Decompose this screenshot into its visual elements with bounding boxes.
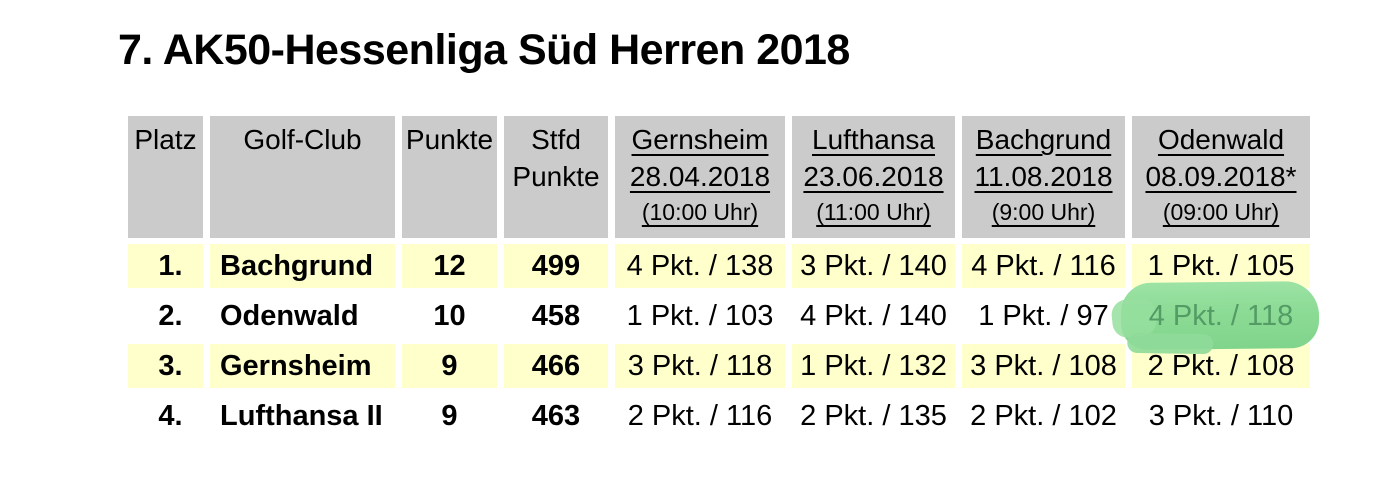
tournament-name-link[interactable]: Bachgrund	[975, 124, 1112, 155]
result-value: 1 Pkt. / 132	[800, 349, 947, 382]
column-header-label: Platz	[134, 124, 197, 155]
tournament-name-link[interactable]: Gernsheim	[631, 124, 769, 155]
punkte-cell: 10	[402, 294, 497, 338]
result-cell: 3 Pkt. / 110	[1132, 394, 1310, 438]
club-cell: Gernsheim	[210, 344, 395, 388]
club-cell: Lufthansa II	[210, 394, 395, 438]
result-value: 3 Pkt. / 108	[970, 349, 1117, 382]
table-row: 4. Lufthansa II 9 463 2 Pkt. / 116 2 Pkt…	[128, 394, 1310, 438]
result-value: 2 Pkt. / 116	[627, 399, 773, 432]
tournament-date-link[interactable]: 23.06.2018	[803, 161, 944, 192]
club-name: Odenwald	[220, 299, 359, 332]
highlighted-result-value: 4 Pkt. / 118	[1148, 299, 1294, 332]
column-header-label: Stfd	[531, 124, 581, 155]
column-header-tournament-bachgrund: Bachgrund 11.08.2018 (9:00 Uhr)	[962, 116, 1125, 238]
column-header-tournament-gernsheim: Gernsheim 28.04.2018 (10:00 Uhr)	[615, 116, 785, 238]
platz-value: 2.	[158, 299, 183, 332]
club-cell: Odenwald	[210, 294, 395, 338]
club-cell: Bachgrund	[210, 244, 395, 288]
result-cell: 1 Pkt. / 103	[615, 294, 785, 338]
platz-value: 1.	[158, 249, 183, 282]
column-header-platz: Platz	[128, 116, 203, 238]
club-name: Bachgrund	[220, 249, 374, 282]
stfd-punkte-cell: 458	[504, 294, 608, 338]
tournament-time-link[interactable]: (9:00 Uhr)	[991, 199, 1096, 225]
result-cell-highlighted: 4 Pkt. / 118	[1132, 294, 1310, 338]
tournament-name-link[interactable]: Odenwald	[1157, 124, 1285, 155]
result-value: 4 Pkt. / 116	[971, 249, 1116, 282]
tournament-time-link[interactable]: (11:00 Uhr)	[816, 199, 931, 225]
stfd-punkte-cell: 463	[504, 394, 608, 438]
result-value: 4 Pkt. / 140	[800, 299, 947, 332]
stfd-punkte-value: 458	[531, 299, 581, 332]
tournament-name-link[interactable]: Lufthansa	[812, 124, 935, 155]
result-value: 2 Pkt. / 108	[1147, 349, 1295, 382]
punkte-value: 9	[441, 399, 458, 432]
column-header-tournament-odenwald: Odenwald 08.09.2018* (09:00 Uhr)	[1132, 116, 1310, 238]
result-value: 1 Pkt. / 103	[626, 299, 774, 332]
platz-value: 3.	[158, 349, 183, 382]
result-cell: 3 Pkt. / 108	[962, 344, 1125, 388]
stfd-punkte-cell: 466	[504, 344, 608, 388]
table-row: 1. Bachgrund 12 499 4 Pkt. / 138 3 Pkt. …	[128, 244, 1310, 288]
table-header-row: Platz Golf-Club Punkte Stfd Punkte Gerns…	[128, 116, 1310, 238]
tournament-date-link[interactable]: 11.08.2018	[974, 161, 1113, 192]
result-value: 2 Pkt. / 135	[800, 399, 947, 432]
result-cell: 3 Pkt. / 118	[615, 344, 785, 388]
punkte-cell: 9	[402, 344, 497, 388]
stfd-punkte-value: 466	[531, 349, 581, 382]
result-cell: 4 Pkt. / 116	[962, 244, 1125, 288]
punkte-value: 9	[441, 349, 458, 382]
punkte-cell: 9	[402, 394, 497, 438]
punkte-cell: 12	[402, 244, 497, 288]
league-standings-table: Platz Golf-Club Punkte Stfd Punkte Gerns…	[121, 110, 1317, 444]
result-cell: 2 Pkt. / 116	[615, 394, 785, 438]
platz-cell: 1.	[128, 244, 203, 288]
platz-cell: 4.	[128, 394, 203, 438]
table-row: 2. Odenwald 10 458 1 Pkt. / 103 4 Pkt. /…	[128, 294, 1310, 338]
platz-cell: 3.	[128, 344, 203, 388]
result-value: 4 Pkt. / 138	[626, 249, 774, 282]
result-cell: 4 Pkt. / 138	[615, 244, 785, 288]
result-cell: 2 Pkt. / 102	[962, 394, 1125, 438]
result-cell: 4 Pkt. / 140	[792, 294, 955, 338]
column-header-label: Punkte	[405, 124, 494, 155]
result-cell: 3 Pkt. / 140	[792, 244, 955, 288]
result-value: 3 Pkt. / 140	[800, 249, 947, 282]
club-name: Gernsheim	[220, 349, 372, 382]
result-cell: 1 Pkt. / 132	[792, 344, 955, 388]
result-cell: 1 Pkt. / 105	[1132, 244, 1310, 288]
result-value: 1 Pkt. / 97	[978, 299, 1109, 332]
column-header-label: Golf-Club	[243, 124, 362, 155]
result-cell: 1 Pkt. / 97	[962, 294, 1125, 338]
tournament-time-link[interactable]: (09:00 Uhr)	[1162, 199, 1280, 225]
stfd-punkte-cell: 499	[504, 244, 608, 288]
stfd-punkte-value: 499	[531, 249, 581, 282]
platz-cell: 2.	[128, 294, 203, 338]
result-value: 2 Pkt. / 102	[970, 399, 1117, 432]
column-header-stfd-punkte: Stfd Punkte	[504, 116, 608, 238]
tournament-date-link[interactable]: 28.04.2018	[629, 161, 771, 192]
platz-value: 4.	[158, 399, 183, 432]
club-name: Lufthansa II	[220, 399, 383, 432]
stfd-punkte-value: 463	[531, 399, 581, 432]
column-header-golf-club: Golf-Club	[210, 116, 395, 238]
column-header-label: Punkte	[512, 161, 600, 192]
result-value: 3 Pkt. / 118	[627, 349, 773, 382]
punkte-value: 10	[433, 299, 466, 332]
page-title: 7. AK50-Hessenliga Süd Herren 2018	[118, 26, 850, 74]
column-header-punkte: Punkte	[402, 116, 497, 238]
column-header-tournament-lufthansa: Lufthansa 23.06.2018 (11:00 Uhr)	[792, 116, 955, 238]
tournament-date-link[interactable]: 08.09.2018*	[1145, 161, 1297, 192]
result-cell: 2 Pkt. / 135	[792, 394, 955, 438]
punkte-value: 12	[433, 249, 466, 282]
result-value: 3 Pkt. / 110	[1148, 399, 1294, 432]
tournament-time-link[interactable]: (10:00 Uhr)	[641, 199, 759, 225]
result-value: 1 Pkt. / 105	[1147, 249, 1295, 282]
